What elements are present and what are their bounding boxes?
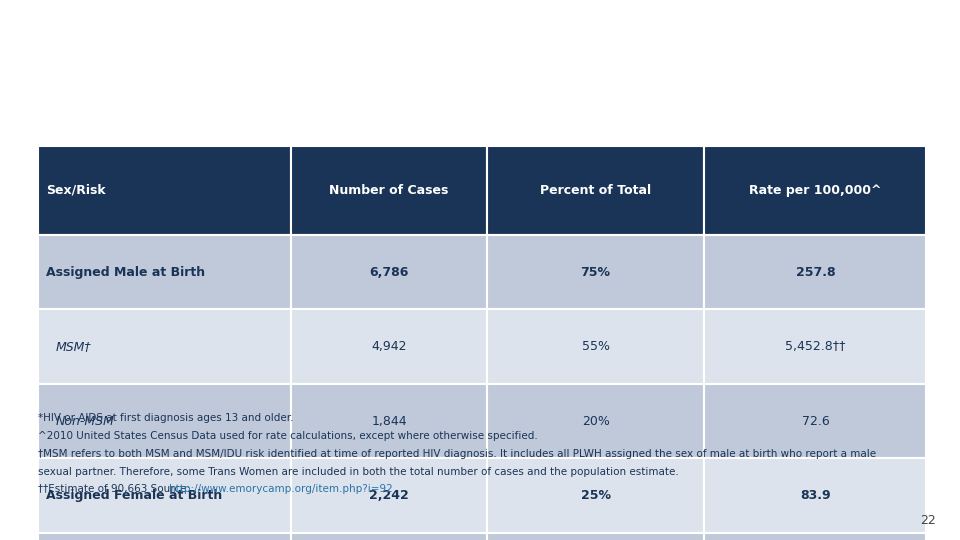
Bar [705,533,926,540]
Bar [292,309,487,384]
Text: 22: 22 [921,514,936,526]
Bar [292,384,487,458]
Bar [38,309,292,384]
Bar [38,533,292,540]
Bar [705,235,926,309]
Bar [705,458,926,533]
Text: ††Estimate of 90,663 Source:: ††Estimate of 90,663 Source: [38,484,194,495]
Bar [705,146,926,235]
Text: *HIV or AIDS at first diagnosis ages 13 and older.: *HIV or AIDS at first diagnosis ages 13 … [38,413,294,423]
Text: Living with HIV/AIDS by Sex Assigned at Birth and Risk† in Minnesota, 2019: Living with HIV/AIDS by Sex Assigned at … [98,76,862,94]
Text: 25%: 25% [581,489,611,502]
Text: 55%: 55% [582,340,610,353]
Text: 2,242: 2,242 [370,489,409,502]
Bar [292,533,487,540]
Text: 4,942: 4,942 [372,340,407,353]
Text: Number of Cases: Number of Cases [329,184,449,197]
Text: Sex/Risk: Sex/Risk [46,184,106,197]
Text: Percent of Total: Percent of Total [540,184,651,197]
Bar [38,235,292,309]
Text: Assigned Male at Birth: Assigned Male at Birth [46,266,205,279]
Bar [487,235,705,309]
Text: ^2010 United States Census Data used for rate calculations, except where otherwi: ^2010 United States Census Data used for… [38,431,539,441]
Text: 5,452.8††: 5,452.8†† [785,340,846,353]
Bar [38,458,292,533]
Bar [38,146,292,235]
Text: †MSM refers to both MSM and MSM/IDU risk identified at time of reported HIV diag: †MSM refers to both MSM and MSM/IDU risk… [38,449,876,459]
Text: 257.8: 257.8 [796,266,835,279]
Bar [38,384,292,458]
Text: Non-MSM: Non-MSM [56,415,114,428]
Text: Assigned Female at Birth: Assigned Female at Birth [46,489,223,502]
Text: Rate per 100,000^: Rate per 100,000^ [749,184,881,197]
Text: http://www.emorycamp.org/item.php?i=92: http://www.emorycamp.org/item.php?i=92 [169,484,393,495]
Bar [705,309,926,384]
Text: MSM†: MSM† [56,340,91,353]
Text: 83.9: 83.9 [800,489,830,502]
Text: 6,786: 6,786 [370,266,409,279]
Text: sexual partner. Therefore, some Trans Women are included in both the total numbe: sexual partner. Therefore, some Trans Wo… [38,467,679,477]
Text: 72.6: 72.6 [802,415,829,428]
Text: 20%: 20% [582,415,610,428]
Bar [292,235,487,309]
Bar [487,146,705,235]
Text: 1,844: 1,844 [372,415,407,428]
Bar [487,309,705,384]
Text: 75%: 75% [581,266,611,279]
Bar [487,533,705,540]
Bar [705,384,926,458]
Text: Number of Cases and Rates (per 100,000 persons) of Adults and Adolescents*: Number of Cases and Rates (per 100,000 p… [84,29,876,48]
Bar [487,384,705,458]
Bar [292,146,487,235]
Bar [292,458,487,533]
Bar [487,458,705,533]
